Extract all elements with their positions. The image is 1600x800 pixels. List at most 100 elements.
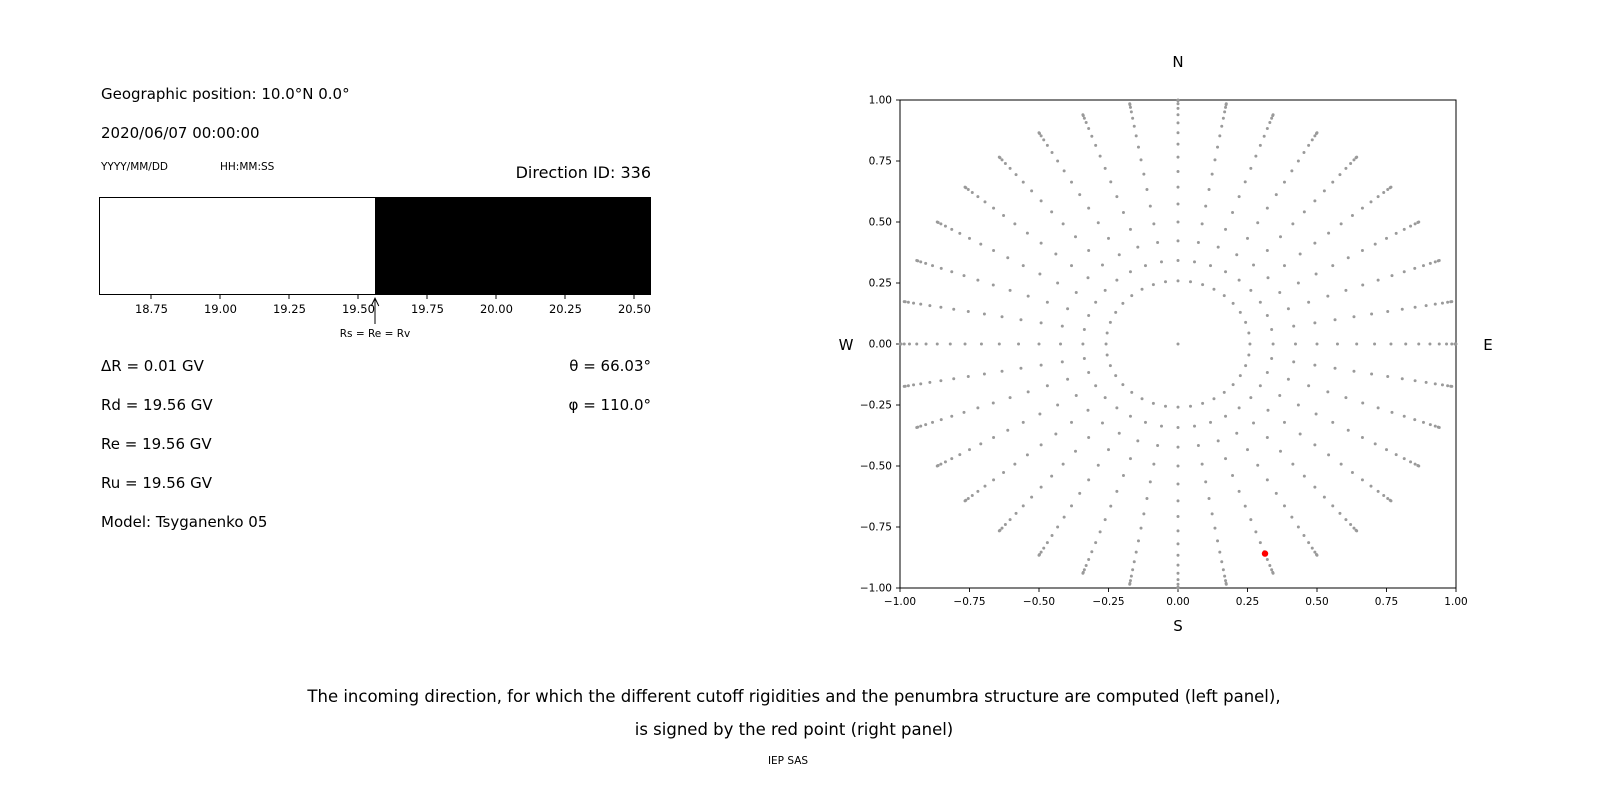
direction-dot	[1039, 199, 1043, 203]
direction-dot	[966, 374, 970, 378]
direction-dot	[1200, 462, 1204, 466]
direction-dot	[992, 435, 996, 439]
direction-dot	[1247, 353, 1251, 357]
y-tick-label: −0.75	[860, 522, 892, 534]
direction-dot	[1131, 116, 1135, 120]
direction-dot	[1313, 550, 1317, 554]
direction-dot	[1045, 143, 1049, 147]
direction-dot	[1421, 264, 1425, 268]
direction-dot	[983, 484, 987, 488]
direction-dot	[1224, 270, 1228, 274]
direction-dot	[939, 266, 943, 270]
direction-dot	[919, 302, 923, 306]
direction-dot	[1402, 457, 1406, 461]
x-tick-label: −1.00	[884, 596, 916, 608]
x-tick-label: 0.00	[1166, 596, 1189, 608]
direction-dot	[992, 249, 996, 253]
direction-dot	[924, 342, 928, 346]
direction-dot	[1006, 256, 1010, 260]
direction-dot	[1176, 445, 1180, 449]
direction-dot	[962, 410, 966, 414]
direction-dot	[1389, 342, 1393, 346]
direction-dot	[1224, 579, 1228, 583]
penumbra-tick-label: 20.00	[479, 302, 513, 316]
direction-dot	[1176, 405, 1180, 409]
direction-dot	[1030, 189, 1034, 193]
direction-dot	[1302, 474, 1306, 478]
direction-dot	[1039, 134, 1043, 138]
direction-dot	[1139, 526, 1143, 530]
direction-dot	[1386, 374, 1390, 378]
direction-dot	[1156, 240, 1160, 244]
direction-dot	[1103, 166, 1107, 170]
direction-dot	[1433, 424, 1437, 428]
direction-dot	[1224, 102, 1228, 106]
direction-dot	[1136, 245, 1140, 249]
direction-dot	[1200, 222, 1204, 226]
direction-dot	[1050, 474, 1054, 478]
direction-dot	[1249, 518, 1253, 522]
direction-dot	[1121, 383, 1125, 387]
penumbra-tick-mark	[357, 295, 359, 299]
direction-dot	[1290, 515, 1294, 519]
direction-dot	[1278, 394, 1282, 398]
x-tick-label: 0.50	[1305, 596, 1328, 608]
direction-dot	[1307, 384, 1311, 388]
direction-dot	[1025, 453, 1029, 457]
direction-dot	[1346, 256, 1350, 260]
direction-dot	[1109, 504, 1113, 508]
direction-dot	[902, 342, 906, 346]
direction-dot	[970, 191, 974, 195]
direction-dot	[1074, 449, 1078, 453]
direction-dot	[1000, 158, 1004, 162]
direction-dot	[1148, 480, 1152, 484]
direction-dot	[1265, 435, 1269, 439]
direction-dot	[1352, 158, 1356, 162]
direction-dot	[982, 372, 986, 376]
direction-dot	[1086, 408, 1090, 412]
direction-dot	[1390, 274, 1394, 278]
direction-dot	[1115, 406, 1119, 410]
direction-dot	[1025, 231, 1029, 235]
direction-dot	[1006, 428, 1010, 432]
direction-dot	[1176, 102, 1180, 106]
direction-dot	[1235, 253, 1239, 257]
direction-dot	[1115, 278, 1119, 282]
direction-dot	[1307, 541, 1311, 545]
direction-dot	[1060, 360, 1064, 364]
direction-dot	[1140, 397, 1144, 401]
penumbra-arrow-label: Rs = Re = Rv	[339, 328, 411, 340]
direction-dot	[1039, 241, 1043, 245]
direction-dot	[906, 300, 910, 304]
direction-dot	[1389, 185, 1393, 189]
direction-dot	[991, 401, 995, 405]
direction-dot	[1019, 318, 1023, 322]
direction-dot	[1142, 172, 1146, 176]
direction-dot	[935, 220, 939, 224]
direction-dot	[1062, 515, 1066, 519]
direction-dot	[1437, 342, 1441, 346]
direction-dot	[1037, 553, 1041, 557]
direction-dot	[1212, 287, 1216, 291]
direction-dot	[1265, 127, 1269, 131]
direction-dot	[1424, 304, 1428, 308]
direction-dot	[966, 496, 970, 500]
direction-dot	[1056, 403, 1060, 407]
direction-dot	[1074, 290, 1078, 294]
direction-dot	[963, 185, 967, 189]
direction-dot	[1008, 166, 1012, 170]
direction-dot	[1282, 420, 1286, 424]
direction-dot	[1270, 328, 1274, 332]
direction-dot	[1050, 210, 1054, 214]
direction-dot	[1084, 121, 1088, 125]
direction-dot	[1090, 134, 1094, 138]
direction-dot	[1132, 124, 1136, 128]
direction-dot	[1445, 342, 1449, 346]
direction-dot	[1265, 206, 1269, 210]
direction-dot	[919, 424, 923, 428]
direction-dot	[907, 342, 911, 346]
direction-dot	[1176, 121, 1180, 125]
direction-dot	[979, 442, 983, 446]
direction-dot	[1094, 541, 1098, 545]
caption-line-2: is signed by the red point (right panel)	[634, 720, 954, 739]
